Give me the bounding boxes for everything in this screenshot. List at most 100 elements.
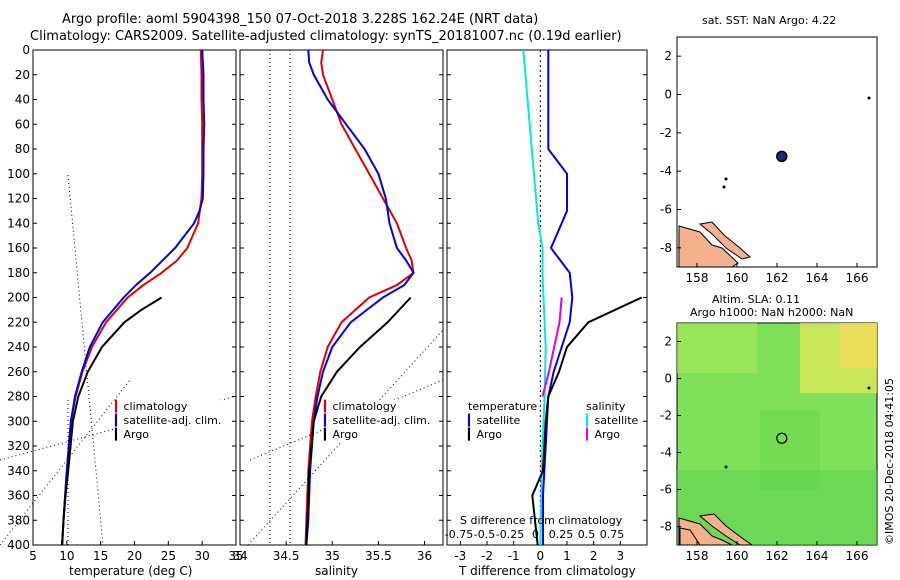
series-satellite-adj-clim- [61, 49, 206, 546]
sst-y-tick-label: -6 [660, 203, 672, 217]
y-tick-label: 120 [7, 192, 30, 206]
x-tick-label: 35.5 [365, 549, 392, 563]
temperature-legend: ▎climatology ▎satellite-adj. clim. ▎Argo [115, 400, 222, 442]
series-argo [305, 296, 412, 546]
sla-x-tick-label: 166 [846, 549, 869, 563]
diff-legend-s: salinity ▎satellite ▎Argo [586, 400, 639, 442]
sla-map-title-1: Altim. SLA: 0.11 [712, 293, 801, 306]
sla-land [678, 386, 871, 546]
salinity-xlabel: salinity [315, 564, 359, 578]
series-climatology [304, 49, 415, 546]
series-t-satellite [542, 50, 574, 545]
s-tick-label: 0.25 [549, 528, 574, 541]
s-tick-label: -0.25 [496, 528, 524, 541]
s-diff-label: S difference from climatology [460, 514, 623, 527]
sla-x-tick-label: 158 [686, 549, 709, 563]
x-tick-label: 15 [93, 549, 108, 563]
sst-y-tick-label: -2 [660, 126, 672, 140]
sla-field [677, 323, 877, 545]
sst-x-tick-label: 160 [726, 271, 749, 285]
sla-x-tick-label: 160 [726, 549, 749, 563]
legend-argo: Argo [123, 428, 150, 441]
y-tick-label: 100 [7, 167, 30, 181]
x-tick-label: 30 [195, 549, 210, 563]
x-tick-label: 10 [59, 549, 74, 563]
legend-temperature: temperature [468, 400, 538, 413]
sla-profile-marker [776, 432, 788, 444]
series-s-argo [541, 297, 563, 397]
y-tick-label: 280 [7, 390, 30, 404]
y-tick-label: 300 [7, 414, 30, 428]
x-tick-label: 34 [232, 549, 247, 563]
imos-stamp: ©IMOS 20-Dec-2018 04:41:05 [883, 378, 896, 545]
dotted-guide [247, 329, 444, 546]
legend-s-argo: Argo [594, 428, 621, 441]
sst-map-frame [676, 36, 878, 268]
y-tick-label: 140 [7, 216, 30, 230]
x-tick-label: -1 [508, 549, 520, 563]
y-tick-label: 400 [7, 538, 30, 552]
x-tick-label: 35 [325, 549, 340, 563]
s-tick-label: 0 [532, 528, 539, 541]
y-tick-label: 240 [7, 340, 30, 354]
series-t-argo [531, 296, 643, 546]
x-tick-label: -3 [454, 549, 466, 563]
sla-x-tick-label: 162 [766, 549, 789, 563]
x-tick-label: 36 [417, 549, 432, 563]
sst-x-tick-label: 166 [846, 271, 869, 285]
temperature-panel-frame [32, 49, 237, 546]
dotted-guide [0, 395, 237, 461]
x-tick-label: 1 [563, 549, 571, 563]
sst-y-tick-label: -8 [660, 241, 672, 255]
sst-y-tick-label: 2 [664, 49, 672, 63]
x-tick-label: 35 [228, 549, 243, 563]
sst-x-tick-label: 158 [686, 271, 709, 285]
x-tick-label: 25 [161, 549, 176, 563]
legend-climatology: climatology [123, 400, 188, 413]
y-tick-label: 360 [7, 489, 30, 503]
y-tick-label: 0 [22, 43, 30, 57]
difference-panel-frame [446, 49, 648, 546]
x-tick-label: 5 [29, 549, 37, 563]
s-tick-label: -0.5 [474, 528, 495, 541]
series-s-satellite [522, 49, 547, 546]
sla-y-tick-label: -4 [660, 446, 672, 460]
series-climatology [61, 49, 204, 546]
legend-argo-s: Argo [332, 428, 359, 441]
y-tick-label: 200 [7, 291, 30, 305]
y-tick-label: 340 [7, 464, 30, 478]
legend-t-satellite: satellite [476, 414, 521, 427]
title-line-2: Climatology: CARS2009. Satellite-adjuste… [30, 29, 622, 44]
series-argo [61, 296, 163, 546]
y-tick-label: 80 [15, 142, 30, 156]
sla-y-tick-label: -2 [660, 409, 672, 423]
s-tick-label: 0.5 [578, 528, 596, 541]
legend-t-argo: Argo [476, 428, 503, 441]
sst-y-tick-label: -4 [660, 164, 672, 178]
sst-land [678, 96, 871, 268]
sla-y-tick-label: 2 [664, 335, 672, 349]
t-diff-xlabel: T difference from climatology [459, 564, 636, 578]
series-satellite-adj-clim- [305, 49, 415, 546]
legend-salinity: salinity [586, 400, 626, 413]
sst-x-tick-label: 164 [806, 271, 829, 285]
y-tick-label: 180 [7, 266, 30, 280]
x-tick-label: 2 [590, 549, 598, 563]
x-tick-label: 3 [617, 549, 625, 563]
y-tick-label: 320 [7, 439, 30, 453]
legend-satadj: satellite-adj. clim. [123, 414, 222, 427]
y-tick-label: 160 [7, 241, 30, 255]
legend-satadj-s: satellite-adj. clim. [332, 414, 431, 427]
y-tick-label: 20 [15, 68, 30, 82]
legend-s-satellite: satellite [594, 414, 639, 427]
y-tick-label: 40 [15, 93, 30, 107]
sla-y-tick-label: 0 [664, 372, 672, 386]
x-tick-label: -2 [481, 549, 493, 563]
diff-legend-t: temperature ▎satellite ▎Argo [468, 400, 538, 442]
y-tick-label: 260 [7, 365, 30, 379]
sla-map-title-2: Argo h1000: NaN h2000: NaN [690, 306, 854, 319]
x-tick-label: 20 [127, 549, 142, 563]
title-line-1: Argo profile: aoml 5904398_150 07-Oct-20… [62, 12, 539, 27]
y-tick-label: 380 [7, 513, 30, 527]
